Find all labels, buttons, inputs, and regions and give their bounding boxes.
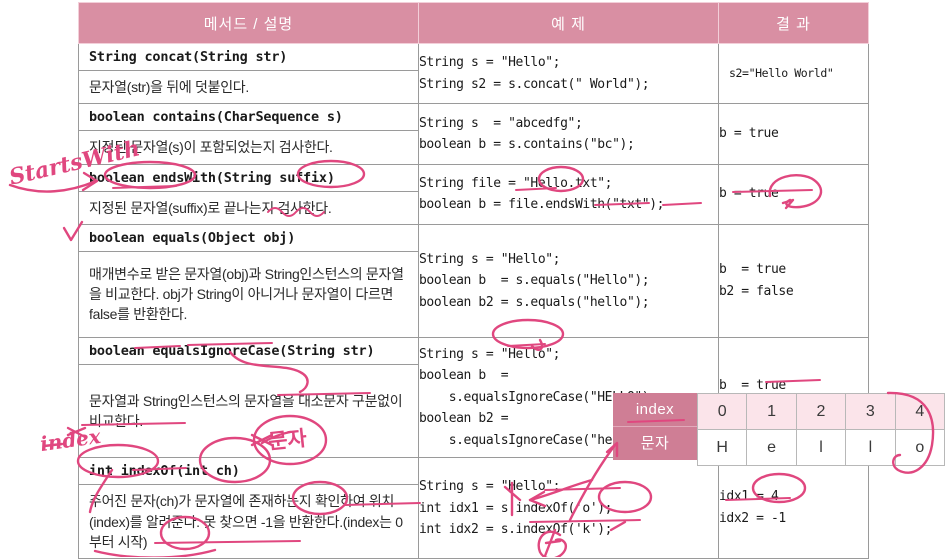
method-signature: boolean equalsIgnoreCase(String str): [79, 338, 418, 365]
method-cell: String concat(String str) 문자열(str)을 뒤에 덧…: [78, 42, 419, 105]
char-value: H: [696, 429, 748, 466]
table-row: boolean endsWith(String suffix) 지정된 문자열(…: [78, 163, 869, 225]
table-row: boolean contains(CharSequence s) 지정된 문자열…: [78, 103, 869, 165]
char-value: l: [795, 429, 847, 466]
index-diagram-grid: 0 1 2 3 4 H e l l o: [696, 393, 945, 466]
method-description: 주어진 문자(ch)가 문자열에 존재하는지 확인하여 위치(index)를 알…: [89, 493, 403, 550]
method-cell: boolean equalsIgnoreCase(String str) 문자열…: [78, 336, 419, 459]
index-row: 0 1 2 3 4: [696, 393, 945, 430]
header-result: 결 과: [718, 2, 869, 44]
index-diagram-labels: index 문자: [613, 393, 697, 460]
method-signature: boolean equals(Object obj): [79, 225, 418, 252]
table-row: int indexOf(int ch) 주어진 문자(ch)가 문자열에 존재하…: [78, 457, 869, 559]
example-cell: String file = "Hello.txt"; boolean b = f…: [418, 163, 719, 225]
example-cell: String s = "abcedfg"; boolean b = s.cont…: [418, 103, 719, 165]
method-cell: int indexOf(int ch) 주어진 문자(ch)가 문자열에 존재하…: [78, 457, 419, 559]
example-cell: String s = "Hello"; String s2 = s.concat…: [418, 42, 719, 105]
table-row: String concat(String str) 문자열(str)을 뒤에 덧…: [78, 42, 869, 105]
method-signature: int indexOf(int ch): [79, 458, 418, 486]
table-header-row: 메서드 / 설명 예 제 결 과: [78, 2, 869, 44]
method-signature: String concat(String str): [79, 44, 418, 71]
result-cell: b = true b2 = false: [718, 223, 869, 338]
char-label: 문자: [640, 435, 670, 452]
index-value: 3: [845, 393, 896, 430]
char-value: e: [746, 429, 797, 466]
index-value: 2: [795, 393, 847, 430]
method-description: 지정된 문자열(suffix)로 끝나는지 검사한다.: [89, 199, 332, 216]
method-cell: boolean endsWith(String suffix) 지정된 문자열(…: [78, 163, 419, 225]
result-cell: idx1 = 4 idx2 = -1: [718, 457, 869, 559]
example-cell: String s = "Hello"; boolean b = s.equals…: [418, 223, 719, 338]
method-description: 지정된 문자열(s)이 포함되었는지 검사한다.: [89, 139, 333, 156]
result-cell: b = true: [718, 163, 869, 225]
index-value: 1: [746, 393, 797, 430]
method-description: 매개변수로 받은 문자열(obj)과 String인스턴스의 문자열을 비교한다…: [89, 265, 404, 323]
header-method: 메서드 / 설명: [78, 2, 419, 44]
method-description: 문자열과 String인스턴스의 문자열을 대소문자 구분없이 비교한다.: [89, 392, 403, 430]
method-description: 문자열(str)을 뒤에 덧붙인다.: [89, 79, 249, 95]
header-example: 예 제: [418, 2, 719, 44]
index-diagram-overlay: index 문자 0 1 2 3 4 H e l l o: [613, 393, 945, 466]
method-cell: boolean contains(CharSequence s) 지정된 문자열…: [78, 103, 419, 165]
annotation-munja: 문자: [266, 426, 308, 454]
char-value: l: [845, 429, 896, 466]
result-cell: b = true: [718, 103, 869, 165]
method-signature: boolean contains(CharSequence s): [79, 104, 418, 132]
method-cell: boolean equals(Object obj) 매개변수로 받은 문자열(…: [78, 223, 419, 338]
char-value: o: [894, 429, 945, 466]
char-row: H e l l o: [696, 429, 945, 466]
method-signature: boolean endsWith(String suffix): [79, 165, 418, 192]
index-value: 0: [696, 393, 748, 430]
index-value: 4: [894, 393, 945, 430]
string-method-table: 메서드 / 설명 예 제 결 과 String concat(String st…: [78, 2, 869, 559]
result-cell: s2="Hello World": [718, 42, 869, 105]
table-row: boolean equals(Object obj) 매개변수로 받은 문자열(…: [78, 223, 869, 338]
index-label: index: [613, 393, 697, 427]
example-cell: String s = "Hello"; int idx1 = s.indexOf…: [418, 457, 719, 559]
